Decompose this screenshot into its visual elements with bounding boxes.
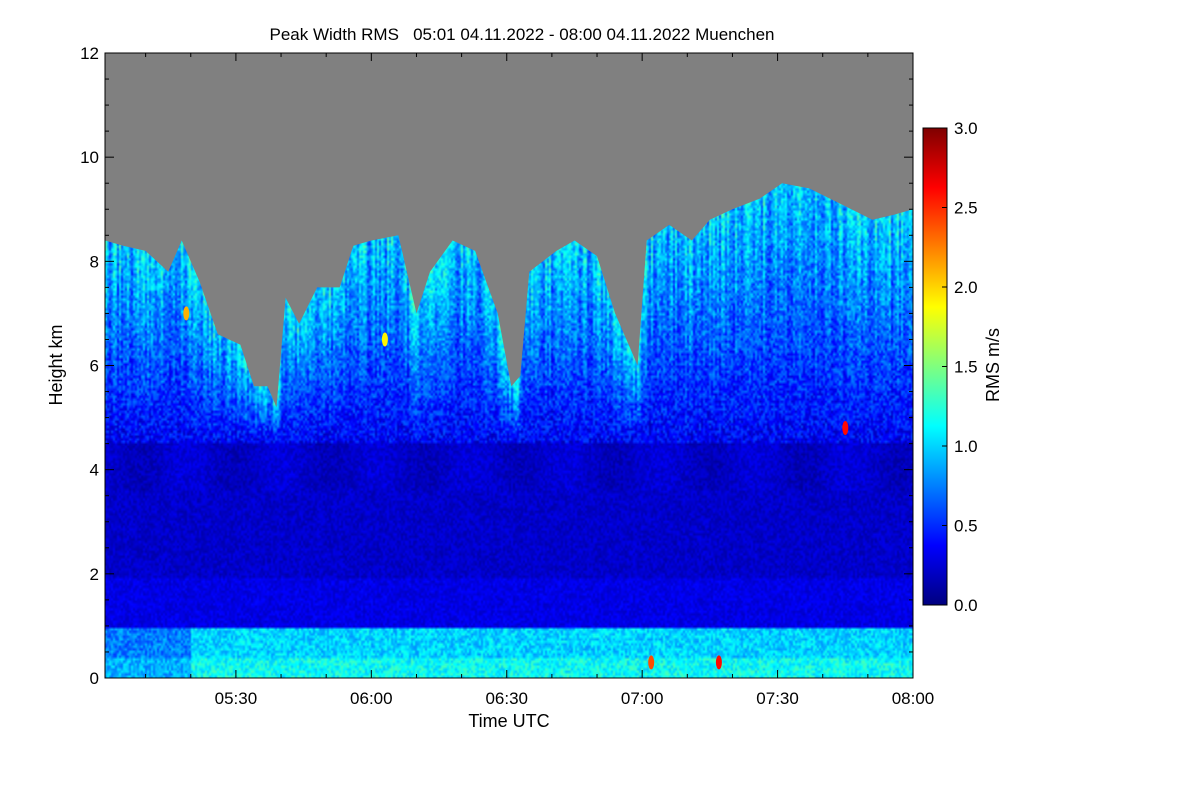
colorbar-ticks: 0.0 0.5 1.0 1.5 2.0 2.5 3.0 — [942, 119, 978, 615]
y-tick-label: 10 — [80, 148, 99, 167]
x-tick-label: 07:30 — [756, 689, 799, 708]
y-tick-label: 12 — [80, 44, 99, 63]
x-tick-label: 07:00 — [621, 689, 664, 708]
hot-spot — [715, 655, 722, 670]
colorbar-tick-label: 3.0 — [954, 119, 978, 138]
colorbar-label: RMS m/s — [983, 328, 1003, 402]
no-data-region — [105, 53, 913, 408]
hot-spots — [183, 306, 849, 670]
y-tick-label: 6 — [90, 357, 99, 376]
hot-spot — [842, 421, 849, 435]
colorbar-tick-label: 0.5 — [954, 517, 978, 536]
y-axis-label: Height km — [46, 324, 66, 405]
colorbar-tick-label: 2.0 — [954, 278, 978, 297]
x-tick-label: 06:30 — [485, 689, 528, 708]
y-tick-label: 4 — [90, 461, 99, 480]
y-tick-label: 8 — [90, 252, 99, 271]
colorbar-tick-label: 1.0 — [954, 437, 978, 456]
x-tick-label: 05:30 — [215, 689, 258, 708]
y-tick-label: 2 — [90, 565, 99, 584]
colorbar-tick-label: 0.0 — [954, 596, 978, 615]
hot-spot — [381, 332, 388, 347]
chart-title: Peak Width RMS 05:01 04.11.2022 - 08:00 … — [270, 25, 775, 44]
hot-spot — [648, 655, 655, 670]
y-axis: 0 2 4 6 8 10 12 — [80, 44, 913, 688]
x-axis-label: Time UTC — [468, 711, 549, 731]
plot-area — [105, 53, 913, 678]
hot-spot — [183, 306, 190, 321]
x-axis: 05:30 06:00 06:30 07:00 07:30 08:00 — [145, 53, 935, 708]
colorbar-tick-label: 1.5 — [954, 358, 978, 377]
x-tick-label: 06:00 — [350, 689, 393, 708]
colorbar: 0.0 0.5 1.0 1.5 2.0 2.5 3.0 RMS m/s — [922, 119, 1003, 615]
y-tick-label: 0 — [90, 669, 99, 688]
x-tick-label: 08:00 — [892, 689, 935, 708]
colorbar-tick-label: 2.5 — [954, 199, 978, 218]
